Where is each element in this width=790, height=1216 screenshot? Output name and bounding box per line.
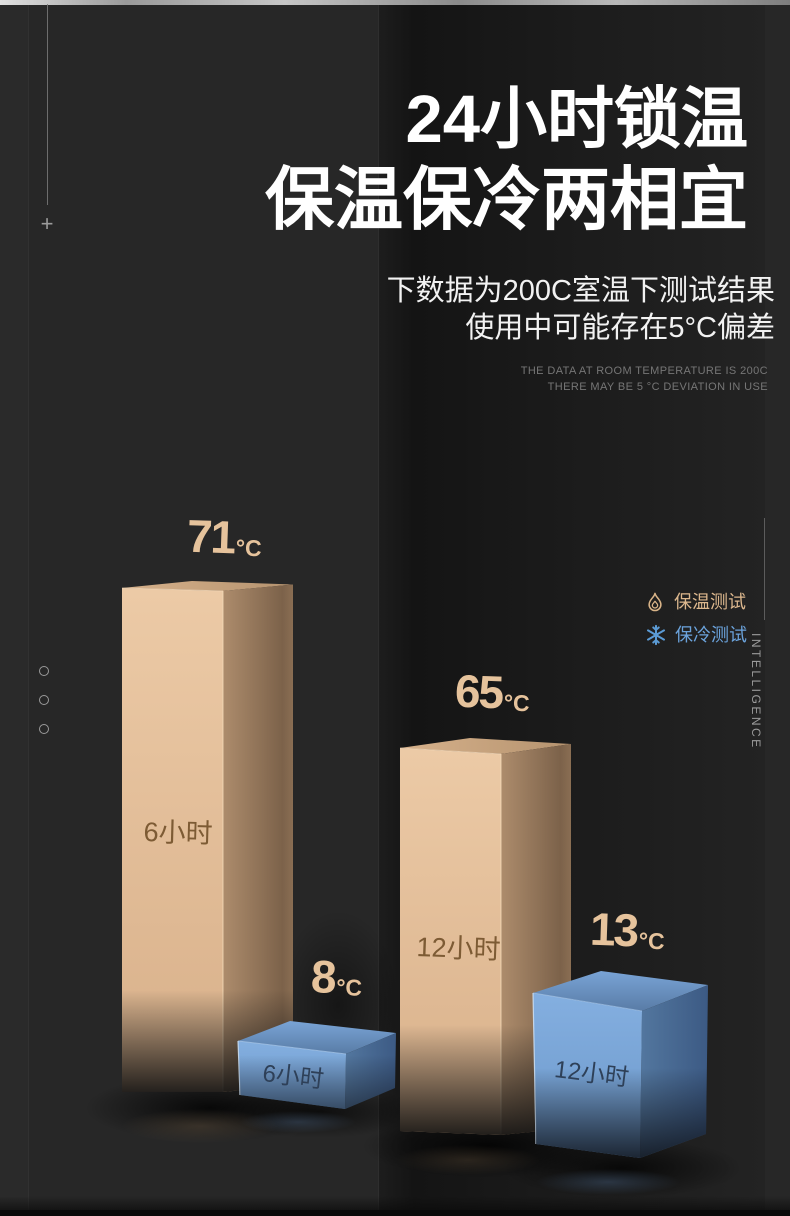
legend-hot: 保温测试	[644, 591, 746, 613]
caption-en-line2: THERE MAY BE 5 °C DEVIATION IN USE	[547, 381, 768, 393]
temp-value: 8	[310, 950, 336, 1003]
page-title-line2: 保温保冷两相宜	[265, 161, 748, 238]
bar-cold-6h	[237, 1021, 396, 1109]
temp-label-hot-6h: 71 °C	[186, 509, 263, 564]
temp-label-cold-12h: 13 °C	[589, 902, 666, 957]
decor-circle-1	[39, 666, 49, 676]
bar-cold-12h	[532, 971, 708, 1158]
legend-cold-label: 保冷测试	[675, 625, 747, 645]
temp-label-hot-12h: 65 °C	[454, 664, 531, 719]
bottom-black-strip	[0, 1210, 790, 1216]
floor-reflections	[122, 1109, 680, 1195]
temp-label-cold-6h: 8 °C	[310, 950, 363, 1003]
flame-icon	[648, 592, 662, 612]
plus-icon: +	[40, 211, 54, 236]
temp-value: 65	[454, 664, 504, 719]
snowflake-icon	[647, 624, 665, 646]
temp-unit: °C	[235, 534, 263, 562]
temp-value: 71	[186, 509, 236, 564]
temp-unit: °C	[638, 927, 666, 955]
metallic-top-strip	[0, 0, 790, 5]
subtitle-line1: 下数据为200C室温下测试结果	[386, 275, 775, 307]
temp-unit: °C	[335, 973, 363, 1001]
subtitle-line2: 使用中可能存在5°C偏差	[465, 312, 775, 344]
decor-vertical-line-left	[47, 4, 48, 205]
bottom-fade	[0, 1196, 790, 1210]
bar-hot-6h	[121, 581, 293, 1092]
duration-label-hot-6h: 6小时	[143, 817, 214, 849]
legend-cold: 保冷测试	[645, 624, 747, 646]
side-vertical-label: INTELLIGENCE	[749, 633, 763, 750]
decor-circle-2	[39, 695, 49, 705]
duration-label-hot-12h: 12小时	[416, 932, 502, 965]
decor-vertical-line-right	[764, 518, 765, 620]
page-title-line1: 24小时锁温	[405, 82, 748, 157]
legend-hot-label: 保温测试	[674, 592, 746, 612]
decor-circle-3	[39, 724, 49, 734]
temp-value: 13	[589, 902, 639, 957]
bar-hot-12h	[399, 738, 571, 1135]
caption-en-line1: THE DATA AT ROOM TEMPERATURE IS 200C	[520, 365, 768, 377]
temp-unit: °C	[503, 689, 531, 717]
